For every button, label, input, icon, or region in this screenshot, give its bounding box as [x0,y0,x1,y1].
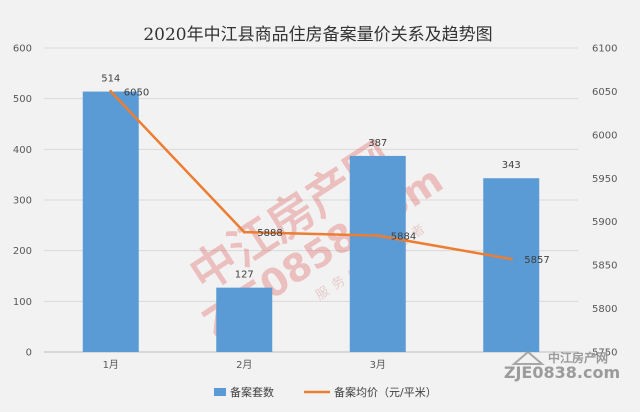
y-right-tick-label: 6000 [592,130,617,141]
y-left-tick-label: 300 [13,196,32,207]
logo-top-text: 中江房产网 [548,350,608,365]
y-right-tick-label: 5850 [592,261,617,272]
y-right-tick-label: 6050 [592,87,617,98]
bar-1月 [82,91,139,352]
y-axis-left: 0 100 200 300 400 500 600 [13,44,32,359]
line-data-label: 5884 [391,232,416,243]
y-right-tick-label: 5800 [592,304,617,315]
y-left-tick-label: 500 [13,94,32,105]
line-data-label: 5857 [524,255,549,266]
chart-title: 2020年中江县商品住房备案量价关系及趋势图 [143,25,492,45]
legend-bar-swatch [214,388,226,396]
legend: 备案套数 备案均价（元/平米） [214,385,437,399]
x-tick-label: 2月 [236,359,252,371]
bar-4月 [483,178,540,352]
line-point [242,230,246,234]
y-left-tick-label: 600 [13,44,32,55]
y-right-tick-label: 6100 [592,44,617,55]
bar-data-label: 343 [502,160,521,171]
y-left-tick-label: 100 [13,297,32,308]
price-line [109,90,512,261]
bar-3月 [349,155,406,352]
line-data-label: 5888 [257,228,282,239]
line-point [509,257,513,261]
y-left-tick-label: 400 [13,145,32,156]
logo-bottom-text: ZJE0838.com [504,363,620,382]
y-right-tick-label: 5900 [592,217,617,228]
bar-data-label: 514 [101,74,120,85]
bar-data-label: 127 [235,270,254,281]
line-data-label: 6050 [124,87,149,98]
y-right-tick-label: 5950 [592,174,617,185]
x-axis: 1月 2月 3月 [103,359,386,371]
line-series: 6050 5888 5884 5857 [109,87,550,266]
y-left-tick-label: 0 [26,348,32,359]
y-axis-right: 5750 5800 5850 5900 5950 6000 6050 6100 [592,44,617,359]
bar-data-label: 387 [368,138,387,149]
line-point [109,89,113,93]
legend-line-label: 备案均价（元/平米） [334,385,437,399]
bar-2月 [216,287,273,352]
x-tick-label: 3月 [370,359,386,371]
y-left-tick-label: 200 [13,246,32,257]
logo: 中江房产网 ZJE0838.com [504,350,620,382]
x-tick-label: 1月 [103,359,119,371]
line-point [376,234,380,238]
legend-bar-label: 备案套数 [230,385,274,399]
bar-series: 514 127 387 343 [82,74,540,352]
logo-roof-icon [511,350,545,365]
y-right-tick-label: 5750 [592,348,617,359]
